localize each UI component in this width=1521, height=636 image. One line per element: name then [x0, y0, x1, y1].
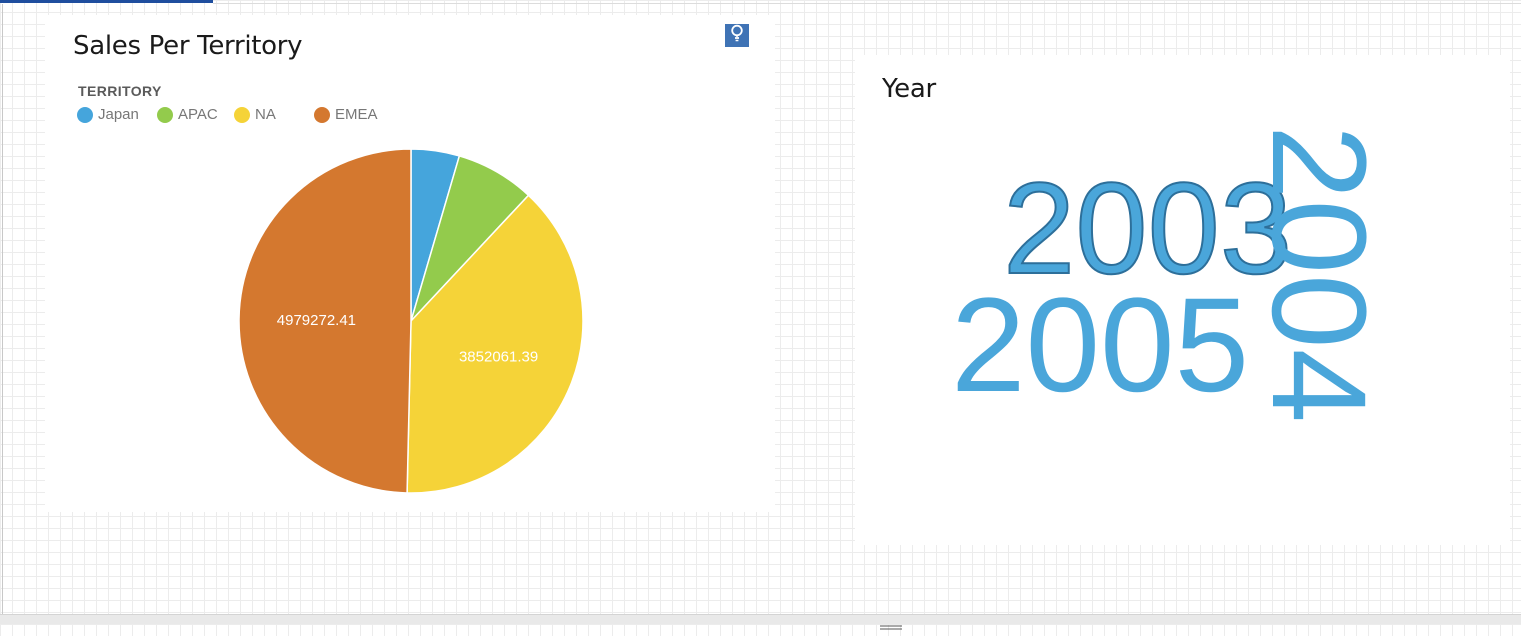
sales-per-territory-widget[interactable]: Sales Per Territory TERRITORY Japan APAC…: [45, 15, 775, 512]
legend-item-emea[interactable]: EMEA: [314, 106, 378, 123]
legend-swatch-na: [234, 106, 250, 123]
year-widget[interactable]: Year 2003 2005 2004: [855, 55, 1510, 545]
legend-title: TERRITORY: [78, 83, 162, 99]
year-widget-title: Year: [882, 74, 936, 104]
pie-slice-emea[interactable]: [238, 148, 412, 494]
legend-label-na: NA: [255, 106, 276, 123]
bottom-panel-bar: [0, 614, 1521, 630]
sales-widget-title: Sales Per Territory: [73, 31, 303, 61]
top-divider: [213, 3, 1521, 4]
lightbulb-icon: [730, 24, 744, 47]
pie-data-label-emea: 4979272.41: [277, 312, 356, 329]
legend-item-apac[interactable]: APAC: [157, 106, 218, 123]
legend-swatch-apac: [157, 106, 173, 123]
insight-button[interactable]: [725, 24, 749, 47]
legend-label-emea: EMEA: [335, 106, 378, 123]
word-cloud-term-2004[interactable]: 2004: [1244, 125, 1393, 424]
drag-handle-icon[interactable]: [880, 618, 902, 630]
word-cloud-term-2003[interactable]: 2003: [1002, 155, 1293, 301]
pie-slice-na[interactable]: [406, 194, 584, 494]
legend-label-apac: APAC: [178, 106, 218, 123]
pie-chart[interactable]: 3852061.39 4979272.41: [45, 15, 775, 512]
legend-swatch-japan: [77, 106, 93, 123]
legend-item-japan[interactable]: Japan: [77, 106, 139, 123]
pie-data-label-na: 3852061.39: [459, 349, 538, 366]
active-tab-indicator: [0, 0, 213, 3]
year-word-cloud[interactable]: 2003 2005 2004: [855, 55, 1510, 545]
legend-item-na[interactable]: NA: [234, 106, 276, 123]
legend-label-japan: Japan: [98, 106, 139, 123]
word-cloud-term-2005[interactable]: 2005: [951, 271, 1250, 420]
left-divider: [2, 4, 3, 614]
legend-swatch-emea: [314, 106, 330, 123]
